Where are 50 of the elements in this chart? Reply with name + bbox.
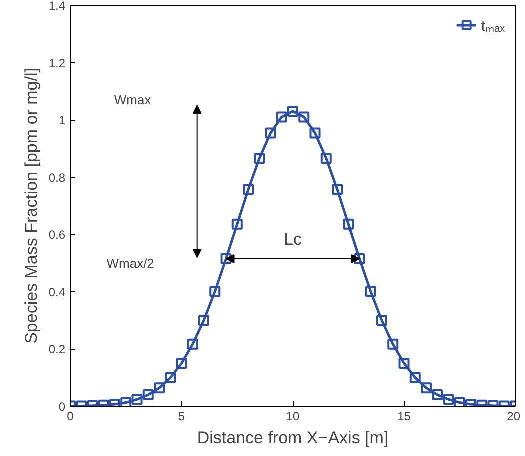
annotation: Wmax/2: [106, 256, 154, 271]
point: [298, 112, 310, 123]
point: [120, 397, 132, 406]
point: [220, 253, 232, 264]
point: [276, 112, 288, 123]
point: [398, 358, 410, 370]
x-axis-title: Distance from X−Axis [m]: [197, 428, 389, 448]
point: [232, 218, 243, 230]
x-tick-label: 10: [286, 410, 300, 424]
point: [176, 358, 188, 370]
y-tick-label: 1.2: [48, 56, 66, 70]
point: [410, 372, 421, 384]
legend-label: tₘₐₓ: [481, 17, 505, 35]
x-tick-label: 15: [398, 410, 412, 424]
point: [376, 315, 388, 326]
point: [310, 128, 321, 139]
y-tick-label: 0: [58, 400, 66, 414]
y-tick-label: 0.2: [48, 342, 66, 357]
y-axis-title: Species Mass Fraction [ppm or mg/l]: [22, 68, 41, 344]
point: [132, 394, 143, 406]
point: [165, 372, 176, 384]
point: [343, 218, 354, 230]
y-tick-label: 1.4: [48, 0, 66, 13]
point: [210, 286, 221, 298]
point: [142, 390, 154, 401]
y-tick-label: 0.6: [48, 228, 66, 242]
x-tick-label: 5: [178, 410, 186, 424]
point: [354, 253, 366, 264]
annotation: Lc: [284, 230, 302, 249]
point: [187, 338, 198, 350]
point: [421, 382, 432, 394]
point: [198, 315, 210, 326]
point: [432, 390, 444, 401]
y-tick-label: 0.4: [48, 285, 66, 300]
point: [388, 338, 399, 350]
point: [332, 184, 343, 196]
point: [365, 286, 376, 298]
x-tick-label: 20: [507, 410, 521, 424]
point: [265, 128, 276, 139]
point: [454, 397, 466, 406]
annotation: Wmax: [114, 92, 152, 108]
y-tick-label: 0.8: [48, 170, 66, 185]
point: [320, 152, 332, 164]
point: [254, 152, 266, 164]
x-tick-label: 0: [67, 410, 74, 424]
point: [288, 106, 298, 117]
point: [154, 382, 165, 394]
y-tick-label: 1: [58, 114, 66, 128]
point: [243, 184, 254, 196]
point: [443, 394, 454, 406]
